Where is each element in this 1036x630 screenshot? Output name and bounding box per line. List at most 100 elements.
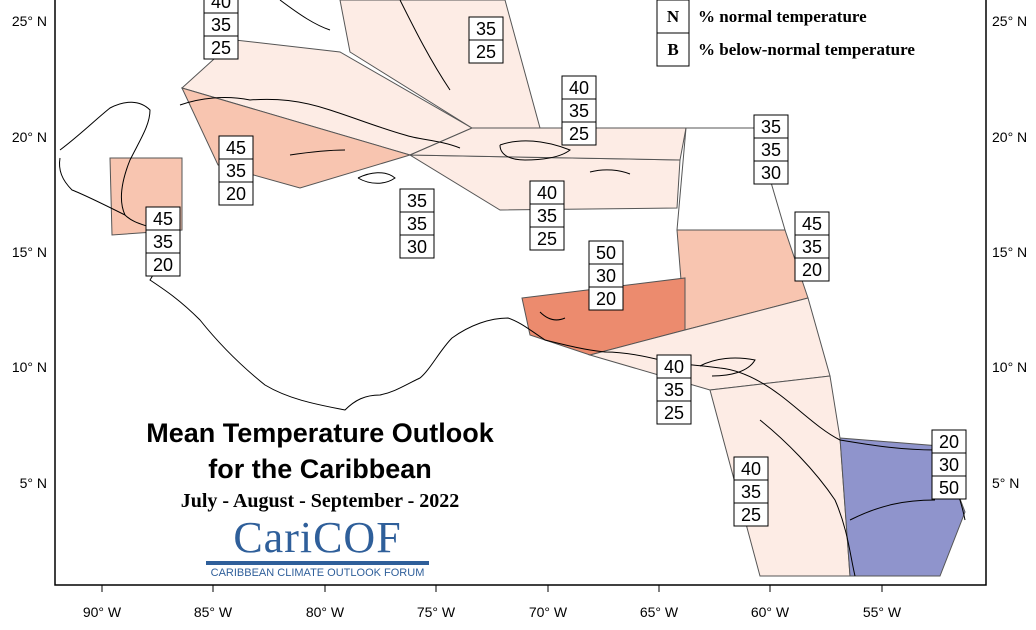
logo-subtitle: CARIBBEAN CLIMATE OUTLOOK FORUM xyxy=(210,567,425,579)
prob-value: 35 xyxy=(407,191,427,211)
lon-axis: 90° W 85° W 80° W 75° W 70° W 65° W 60° … xyxy=(83,604,902,620)
lat-tick-label: 20° N xyxy=(12,129,47,145)
prob-value: 45 xyxy=(153,209,173,229)
prob-value: 25 xyxy=(537,229,557,249)
legend-key-box xyxy=(656,32,690,67)
prob-value: 35 xyxy=(741,482,761,502)
prob-box-hispaniola: 40 35 25 xyxy=(529,180,565,251)
prob-value: 30 xyxy=(939,455,959,475)
prob-value: 20 xyxy=(153,255,173,275)
prob-value: 25 xyxy=(211,38,231,58)
lon-tick-label: 55° W xyxy=(863,604,902,620)
prob-value: 20 xyxy=(596,289,616,309)
legend-key-box xyxy=(656,0,690,34)
prob-value: 35 xyxy=(226,161,246,181)
legend-key-letter: N xyxy=(667,7,680,26)
prob-box-suriname-guiana: 20 30 50 xyxy=(931,429,967,500)
lon-tick-label: 85° W xyxy=(194,604,233,620)
lon-tick-label: 70° W xyxy=(529,604,568,620)
lat-axis-right: 25° N 20° N 15° N 10° N 5° N xyxy=(992,13,1027,491)
legend-label: % normal temperature xyxy=(698,7,867,26)
lat-axis-left: 25° N 20° N 15° N 10° N 5° N xyxy=(12,13,47,491)
prob-value: 30 xyxy=(761,163,781,183)
prob-value: 45 xyxy=(226,138,246,158)
prob-value: 40 xyxy=(211,0,231,12)
prob-value: 50 xyxy=(939,478,959,498)
lat-tick-label: 10° N xyxy=(12,359,47,375)
prob-box-guyana: 40 35 25 xyxy=(733,456,769,527)
prob-value: 45 xyxy=(802,214,822,234)
lat-tick-label: 15° N xyxy=(992,244,1027,260)
legend-key-letter: B xyxy=(667,40,678,59)
legend: N % normal temperature B % below-normal … xyxy=(656,0,915,67)
lat-tick-label: 10° N xyxy=(992,359,1027,375)
lat-tick-label: 25° N xyxy=(992,13,1027,29)
prob-value: 40 xyxy=(741,459,761,479)
prob-cell xyxy=(931,475,967,500)
prob-cell xyxy=(753,160,789,185)
map-title-line2: for the Caribbean xyxy=(208,454,432,484)
prob-cell xyxy=(529,226,565,251)
lat-tick-label: 15° N xyxy=(12,244,47,260)
prob-value: 35 xyxy=(407,214,427,234)
lon-tick-label: 80° W xyxy=(306,604,345,620)
prob-cell xyxy=(218,181,254,206)
lat-tick-label: 5° N xyxy=(20,475,47,491)
lon-tick-label: 60° W xyxy=(751,604,790,620)
prob-value: 35 xyxy=(761,140,781,160)
prob-value: 35 xyxy=(761,117,781,137)
prob-box-cuba: 45 35 20 xyxy=(218,135,254,206)
prob-value: 35 xyxy=(476,19,496,39)
logo-wordmark: CariCOF xyxy=(233,513,402,562)
prob-cell xyxy=(145,252,181,277)
lat-tick-label: 5° N xyxy=(992,475,1019,491)
prob-value: 35 xyxy=(537,206,557,226)
prob-cell xyxy=(656,400,692,425)
lon-tick-label: 75° W xyxy=(417,604,456,620)
prob-value: 40 xyxy=(569,78,589,98)
caricof-logo: CariCOF CARIBBEAN CLIMATE OUTLOOK FORUM xyxy=(200,515,435,579)
lon-tick-label: 65° W xyxy=(640,604,679,620)
prob-value: 40 xyxy=(664,357,684,377)
prob-cell xyxy=(588,286,624,311)
prob-value: 25 xyxy=(569,124,589,144)
prob-value: 20 xyxy=(226,184,246,204)
prob-box-jamaica: 35 35 30 xyxy=(399,188,435,259)
prob-cell xyxy=(203,35,239,60)
prob-box-turks-caicos: 40 35 25 xyxy=(561,75,597,146)
prob-cell xyxy=(733,502,769,527)
legend-label: % below-normal temperature xyxy=(698,40,915,59)
prob-value: 35 xyxy=(569,101,589,121)
logo-divider xyxy=(206,561,429,565)
prob-value: 25 xyxy=(476,42,496,62)
prob-value: 50 xyxy=(596,243,616,263)
prob-box-atlantic-east: 35 35 30 xyxy=(753,114,789,185)
prob-value: 20 xyxy=(939,432,959,452)
prob-cell xyxy=(468,39,504,64)
prob-value: 35 xyxy=(153,232,173,252)
prob-box-leeward-windward: 45 35 20 xyxy=(794,211,830,282)
prob-cell xyxy=(561,121,597,146)
prob-cell xyxy=(399,234,435,259)
prob-value: 25 xyxy=(664,403,684,423)
lon-ticks xyxy=(101,585,883,592)
map-title-line1: Mean Temperature Outlook xyxy=(146,418,494,448)
prob-value: 35 xyxy=(802,237,822,257)
prob-box-belize: 45 35 20 xyxy=(145,206,181,277)
prob-cell xyxy=(794,257,830,282)
prob-value: 35 xyxy=(664,380,684,400)
lat-tick-label: 25° N xyxy=(12,13,47,29)
prob-value: 40 xyxy=(537,183,557,203)
prob-box-abc-islands: 50 30 20 xyxy=(588,240,624,311)
prob-box-bahamas-west: 40 35 25 xyxy=(203,0,239,60)
prob-box-trinidad: 40 35 25 xyxy=(656,354,692,425)
forecast-period: July - August - September - 2022 xyxy=(180,490,460,512)
coastlines xyxy=(59,0,966,577)
prob-value: 20 xyxy=(802,260,822,280)
lat-tick-label: 20° N xyxy=(992,129,1027,145)
prob-value: 25 xyxy=(741,505,761,525)
prob-value: 35 xyxy=(211,15,231,35)
lon-tick-label: 90° W xyxy=(83,604,122,620)
